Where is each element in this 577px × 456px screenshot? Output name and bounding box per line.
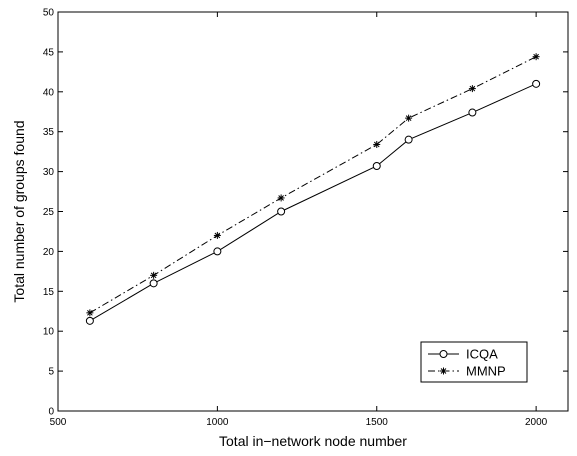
x-tick-label: 500 — [50, 417, 67, 428]
x-axis-label: Total in−network node number — [219, 433, 407, 449]
data-point-icqa — [85, 316, 94, 325]
y-tick-label: 35 — [43, 127, 55, 138]
y-tick-label: 15 — [43, 287, 55, 298]
data-point-mmnp — [277, 194, 285, 202]
y-tick-label: 10 — [43, 327, 55, 338]
y-axis-label: Total number of groups found — [11, 120, 27, 302]
data-point-icqa — [372, 162, 381, 171]
data-point-icqa — [149, 279, 158, 288]
data-point-mmnp — [405, 114, 413, 122]
data-point-icqa — [277, 207, 286, 216]
x-tick-label: 2000 — [525, 417, 548, 428]
series-line-mmnp — [89, 56, 537, 314]
y-tick-label: 40 — [43, 87, 55, 98]
legend-box — [420, 341, 528, 383]
series-line-icqa — [89, 83, 537, 322]
y-tick-label: 20 — [43, 247, 55, 258]
legend-label-mmnp: MMNP — [466, 364, 506, 379]
x-tick-label: 1500 — [366, 417, 389, 428]
data-point-mmnp — [213, 231, 221, 239]
data-point-icqa — [532, 79, 541, 88]
data-point-mmnp — [86, 309, 94, 317]
legend: ICQA MMNP — [420, 341, 528, 383]
data-point-icqa — [468, 108, 477, 117]
data-point-icqa — [404, 135, 413, 144]
data-point-mmnp — [150, 271, 158, 279]
plot-area — [85, 53, 541, 325]
y-tick-label: 30 — [43, 167, 55, 178]
data-point-icqa — [213, 247, 222, 256]
legend-marker-icqa — [439, 350, 448, 358]
y-tick-label: 25 — [43, 207, 55, 218]
legend-label-icqa: ICQA — [466, 347, 498, 362]
x-tick-label: 1000 — [206, 417, 229, 428]
y-tick-label: 0 — [48, 407, 54, 418]
legend-marker-mmnp — [440, 367, 447, 375]
y-tick-label: 5 — [48, 367, 54, 378]
data-point-mmnp — [373, 140, 381, 148]
y-tick-label: 45 — [43, 47, 55, 58]
y-tick-label: 50 — [43, 8, 55, 19]
data-point-mmnp — [532, 53, 540, 61]
data-point-mmnp — [468, 85, 476, 93]
axes: 500 1000 1500 2000 0 5 10 15 20 25 30 35 40 45 50 — [43, 8, 569, 428]
